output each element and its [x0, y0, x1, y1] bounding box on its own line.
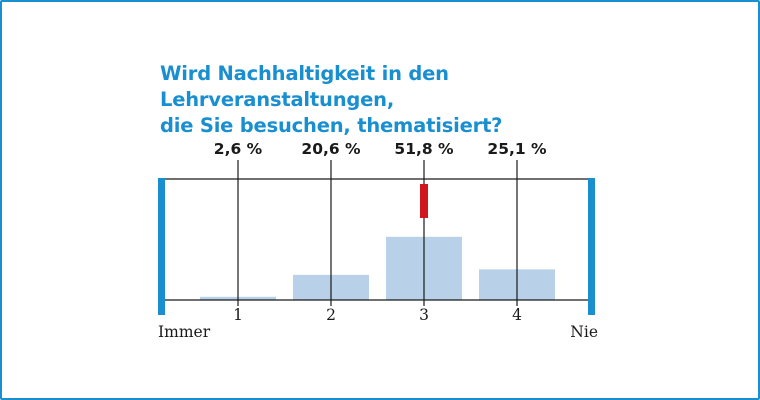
value-label-4: 25,1 %: [487, 140, 547, 158]
scale-end-left: [158, 178, 165, 315]
value-label-3: 51,8 %: [394, 140, 454, 158]
mean-marker: [420, 184, 428, 218]
category-label-4: 4: [512, 306, 522, 324]
value-label-1: 2,6 %: [214, 140, 263, 158]
chart-title-line-1: Wird Nachhaltigkeit in den Lehrveranstal…: [160, 62, 449, 111]
category-label-2: 2: [326, 306, 336, 324]
value-label-2: 20,6 %: [301, 140, 361, 158]
scale-right-label: Nie: [570, 323, 598, 341]
category-label-3: 3: [419, 306, 429, 324]
category-label-1: 1: [233, 306, 243, 324]
scale-left-label: Immer: [158, 323, 211, 341]
chart-title-line-2: die Sie besuchen, thematisiert?: [160, 114, 503, 137]
scale-end-right: [588, 178, 595, 315]
chart-title: Wird Nachhaltigkeit in den Lehrveranstal…: [160, 61, 680, 139]
